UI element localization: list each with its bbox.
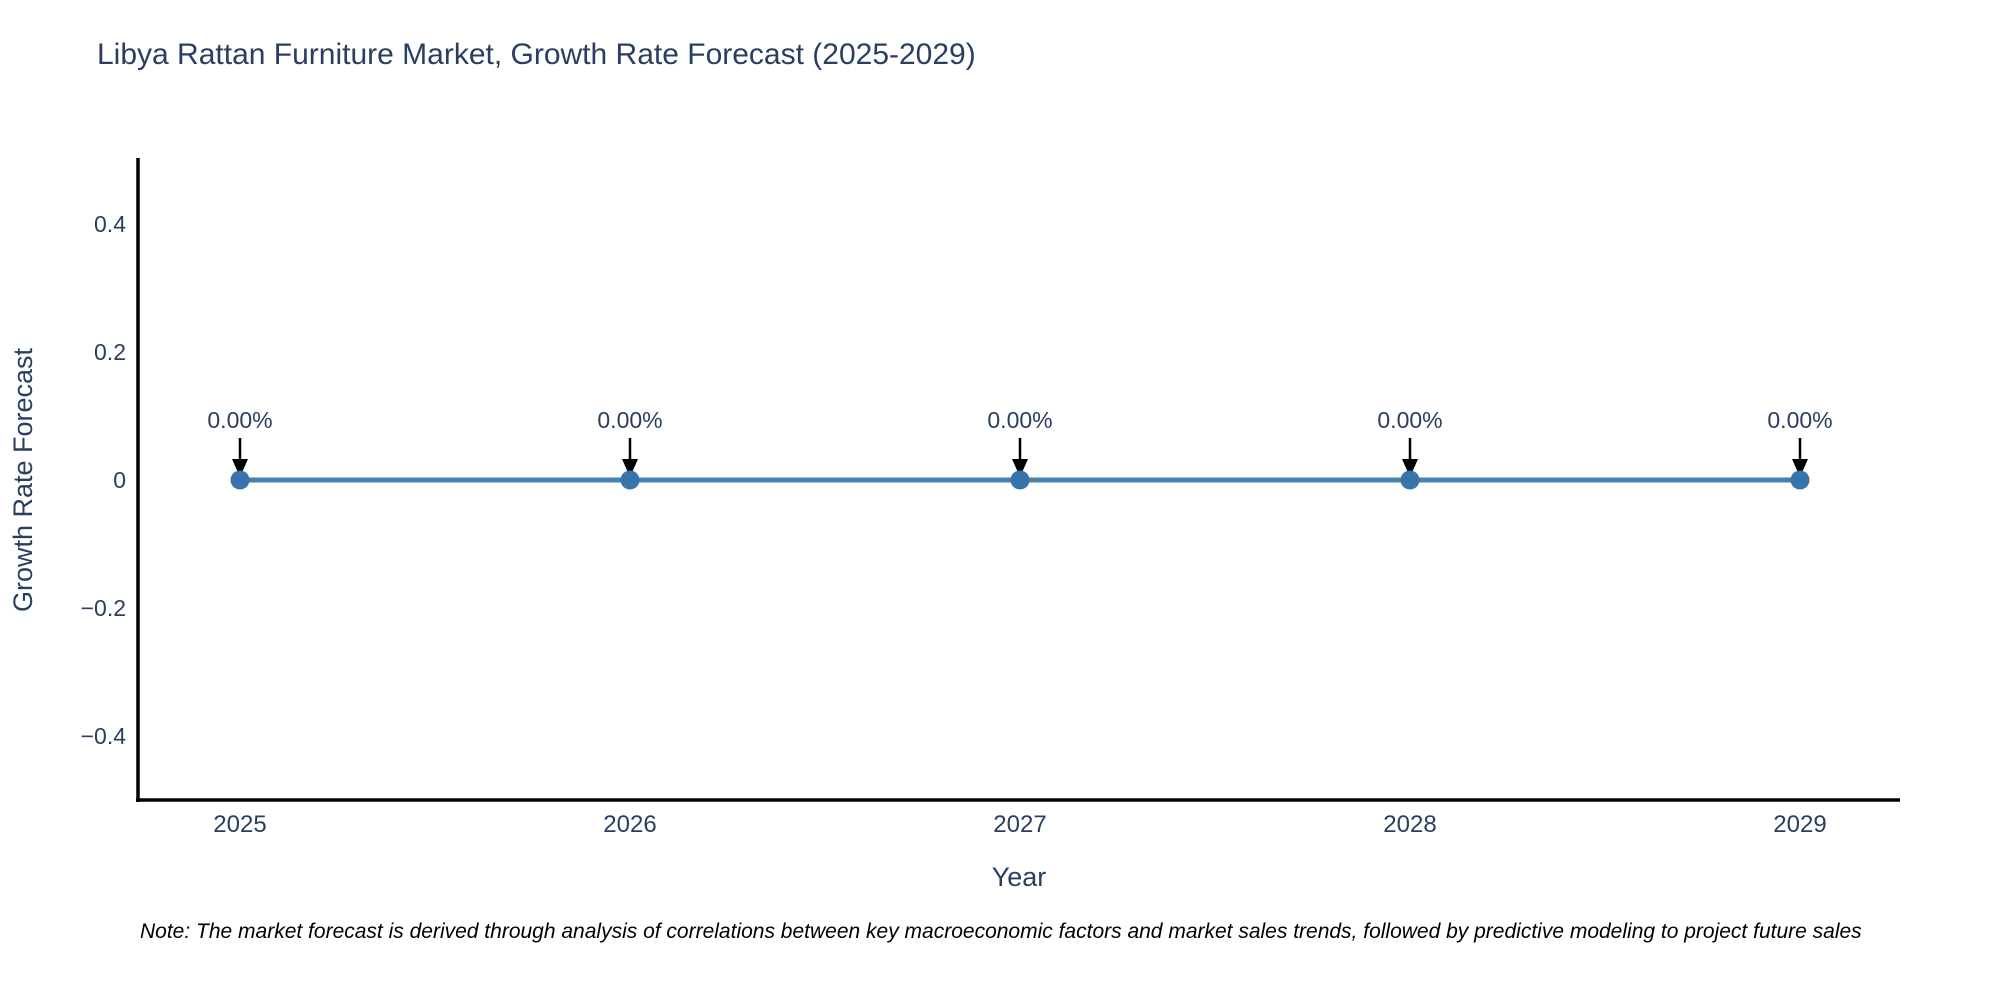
annotation-arrow-head: [622, 459, 638, 477]
y-tick-label: −0.2: [81, 595, 126, 621]
y-axis-title: Growth Rate Forecast: [8, 347, 38, 612]
annotation-arrow-head: [232, 459, 248, 477]
annotation-arrow-head: [1402, 459, 1418, 477]
y-tick-label: 0: [113, 467, 126, 493]
annotation-label: 0.00%: [1377, 407, 1442, 433]
x-tick-label: 2028: [1383, 811, 1436, 838]
annotation-label: 0.00%: [1767, 407, 1832, 433]
data-point-marker[interactable]: [1010, 470, 1030, 490]
x-tick-label: 2029: [1773, 811, 1826, 838]
data-point-marker[interactable]: [620, 470, 640, 490]
y-tick-label: 0.4: [94, 211, 126, 237]
annotation-arrow-head: [1012, 459, 1028, 477]
annotation-label: 0.00%: [987, 407, 1052, 433]
y-tick-label: 0.2: [94, 339, 126, 365]
data-point-marker[interactable]: [230, 470, 250, 490]
annotation-label: 0.00%: [207, 407, 272, 433]
x-tick-label: 2025: [213, 811, 266, 838]
chart-footnote: Note: The market forecast is derived thr…: [140, 920, 1862, 943]
x-tick-label: 2026: [603, 811, 656, 838]
annotation-label: 0.00%: [597, 407, 662, 433]
annotation-arrow-head: [1792, 459, 1808, 477]
data-point-marker[interactable]: [1400, 470, 1420, 490]
data-point-marker[interactable]: [1790, 470, 1810, 490]
x-tick-label: 2027: [993, 811, 1046, 838]
y-tick-label: −0.4: [81, 723, 127, 749]
x-axis-title: Year: [992, 862, 1047, 892]
chart-title: Libya Rattan Furniture Market, Growth Ra…: [97, 38, 976, 71]
